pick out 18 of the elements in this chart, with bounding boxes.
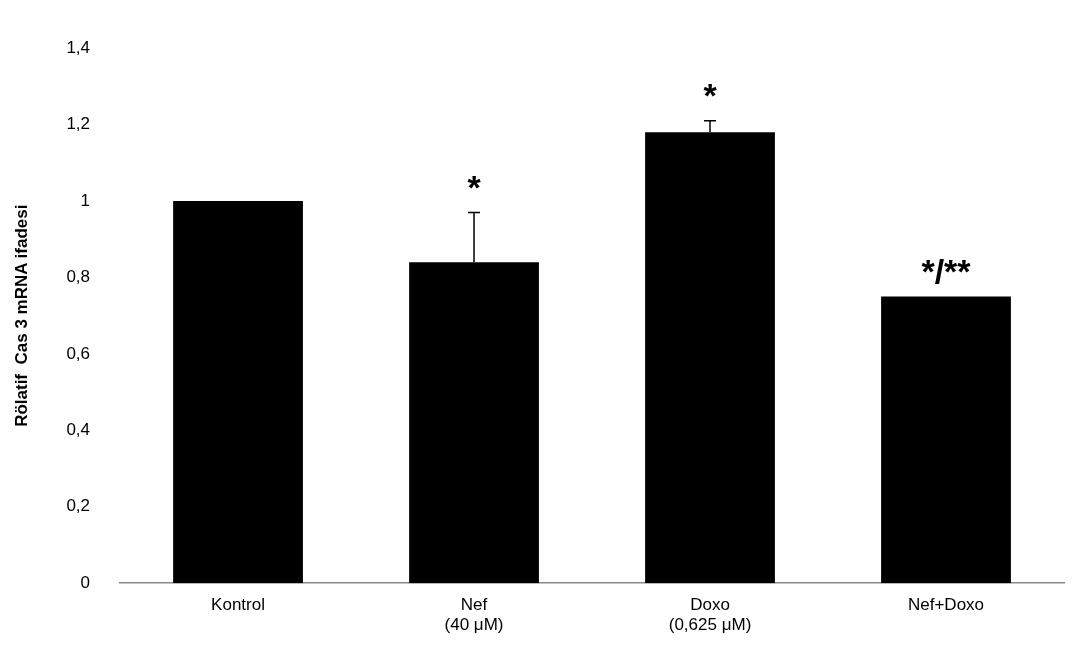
x-tick-label: Nef+Doxo	[907, 595, 985, 615]
y-tick-label: 1,2	[66, 114, 91, 134]
y-axis-title: Rölatif Cas 3 mRNA ifadesi	[11, 204, 31, 427]
annotation: *	[467, 167, 482, 206]
x-tick-label: Kontrol	[211, 595, 265, 615]
y-tick-label: 0,8	[66, 267, 91, 287]
y-tick-label: 1,4	[66, 37, 91, 57]
y-tick-label: 0,6	[66, 343, 91, 363]
y-tick-label: 0,4	[66, 420, 91, 440]
bar	[881, 296, 1011, 584]
annotation: *	[703, 76, 718, 115]
annotation: */**	[921, 251, 972, 290]
y-tick-label: 0,2	[66, 496, 91, 516]
y-tick-label: 1	[80, 190, 91, 210]
x-tick-label: Nef (40 μM)	[444, 595, 504, 635]
x-tick-label: Doxo (0,625 μM)	[668, 595, 752, 635]
bar	[173, 201, 303, 584]
y-tick-label: 0	[80, 572, 91, 592]
